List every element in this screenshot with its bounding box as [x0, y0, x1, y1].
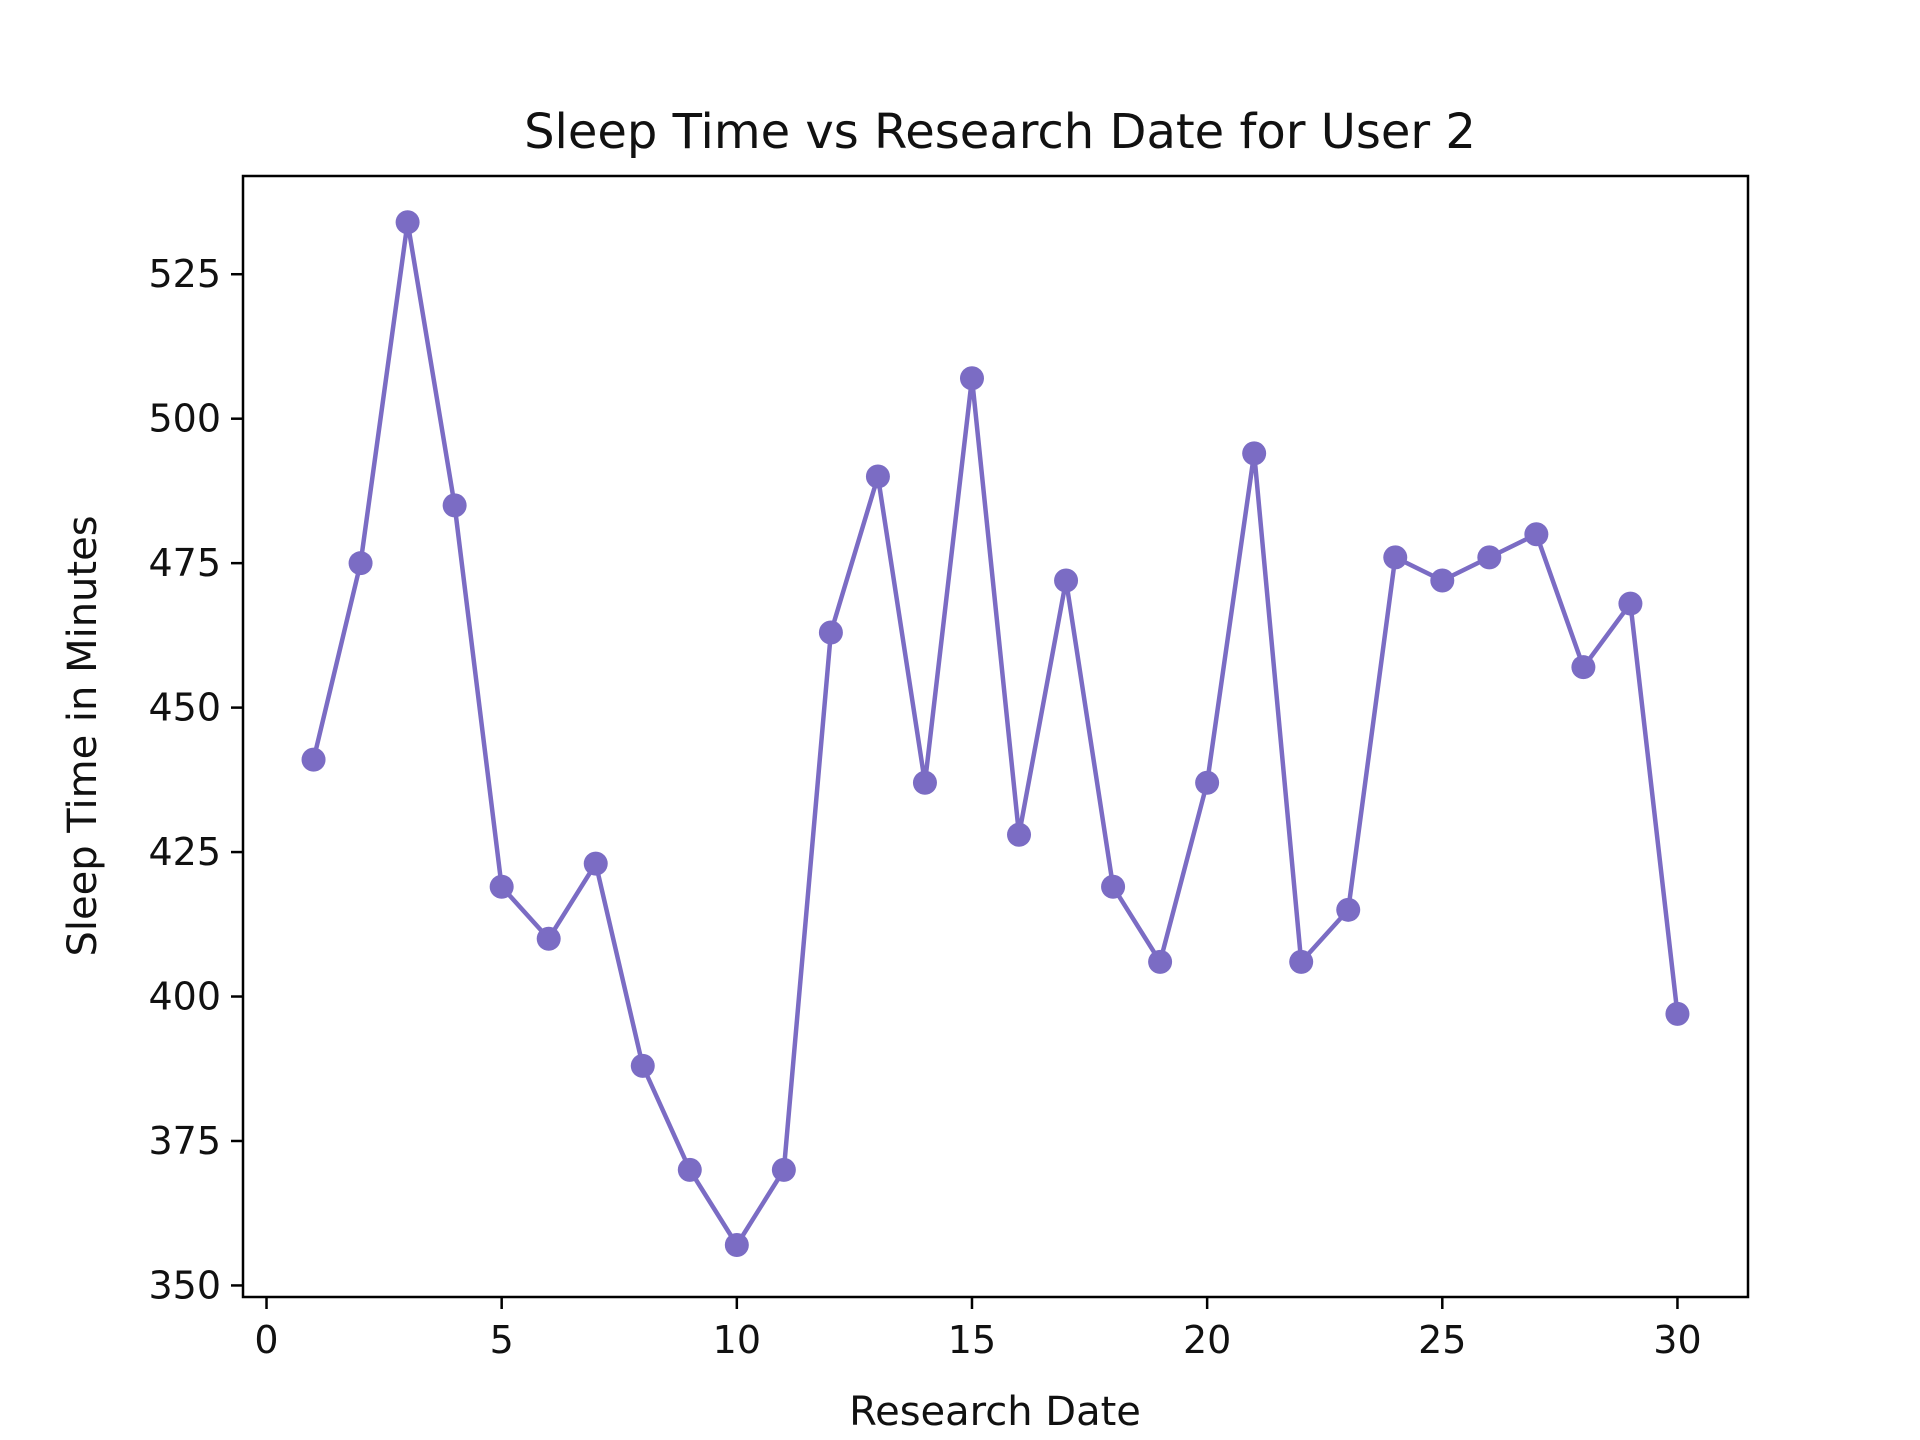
data-point: [1336, 897, 1361, 922]
data-point: [442, 493, 467, 518]
data-point: [865, 464, 890, 489]
data-point: [1007, 822, 1032, 847]
plot-border: [241, 174, 1750, 1299]
data-point: [1242, 441, 1267, 466]
data-point: [301, 747, 326, 772]
x-axis: 0 5 10 15 20 25 30: [254, 1297, 1702, 1362]
chart-title: Sleep Time vs Research Date for User 2: [524, 104, 1476, 160]
x-axis-label: Research Date: [849, 1389, 1141, 1435]
data-point: [1430, 568, 1455, 593]
data-point: [771, 1157, 796, 1182]
y-tick-label: 425: [148, 830, 221, 874]
data-point: [724, 1232, 749, 1257]
x-tick-label: 10: [713, 1318, 761, 1362]
y-tick-label: 375: [148, 1119, 221, 1163]
data-point: [1571, 655, 1596, 680]
data-point: [1524, 522, 1549, 547]
data-point: [348, 551, 373, 576]
y-tick-label: 400: [148, 975, 221, 1019]
data-point: [536, 926, 561, 951]
x-tick-label: 0: [254, 1318, 278, 1362]
data-point: [1101, 874, 1126, 899]
x-tick-label: 20: [1183, 1318, 1231, 1362]
y-tick-label: 500: [148, 397, 221, 441]
y-axis-label: Sleep Time in Minutes: [60, 515, 106, 956]
data-point: [959, 366, 984, 391]
x-tick-label: 5: [490, 1318, 514, 1362]
series-line: [311, 219, 1680, 1248]
data-point: [1289, 949, 1314, 974]
data-point: [1148, 949, 1173, 974]
data-point: [630, 1053, 655, 1078]
data-point: [395, 210, 420, 235]
data-point: [677, 1157, 702, 1182]
data-point: [583, 851, 608, 876]
x-tick-label: 25: [1418, 1318, 1466, 1362]
y-tick-label: 350: [148, 1263, 221, 1307]
data-point: [818, 620, 843, 645]
data-point: [912, 770, 937, 795]
y-axis: 350 375 400 425 450 475 500 525: [148, 252, 243, 1307]
plot-area: [241, 174, 1750, 1299]
y-tick-label: 475: [148, 541, 221, 585]
x-tick-label: 15: [948, 1318, 996, 1362]
data-point: [1054, 568, 1079, 593]
series-layer: [301, 210, 1690, 1257]
data-point: [1195, 770, 1220, 795]
y-tick-label: 450: [148, 686, 221, 730]
data-point: [489, 874, 514, 899]
data-point: [1477, 545, 1502, 570]
data-point: [1665, 1001, 1690, 1026]
y-tick-label: 525: [148, 252, 221, 296]
data-point: [1618, 591, 1643, 616]
data-point: [1383, 545, 1408, 570]
x-tick-label: 30: [1653, 1318, 1701, 1362]
